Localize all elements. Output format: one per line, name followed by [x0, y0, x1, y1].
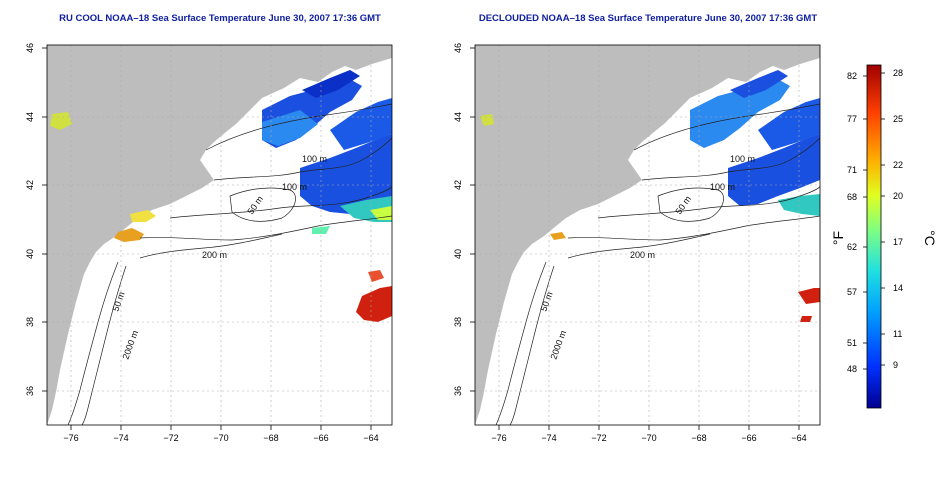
- latitude-axis: 36 38 40 42 44 46: [453, 43, 463, 396]
- lon-tick-label: −70: [641, 433, 656, 443]
- celsius-tick-label: 20: [893, 191, 903, 201]
- sst-patches: [480, 70, 820, 322]
- lat-tick-label: 44: [453, 112, 463, 122]
- contour-label: 100 m: [710, 182, 735, 192]
- panel-title: DECLOUDED NOAA–18 Sea Surface Temperatur…: [479, 13, 817, 24]
- lon-tick-label: −76: [491, 433, 506, 443]
- longitude-axis: −76 −74 −72 −70 −68 −66 −64: [63, 433, 378, 443]
- lat-tick-label: 38: [453, 317, 463, 327]
- sst-patches: [50, 70, 392, 322]
- contour-label: 200 m: [202, 250, 227, 260]
- fahrenheit-tick-label: 68: [847, 192, 857, 202]
- map-frame: [474, 44, 821, 426]
- panel-title: RU COOL NOAA–18 Sea Surface Temperature …: [59, 13, 381, 24]
- fahrenheit-unit-label: °F: [830, 231, 846, 245]
- lat-tick-label: 38: [25, 317, 35, 327]
- lon-tick-label: −72: [591, 433, 606, 443]
- latitude-axis: 36 38 40 42 44 46: [25, 43, 35, 396]
- map-grid: [475, 45, 820, 425]
- lon-tick-label: −68: [691, 433, 706, 443]
- celsius-tick-label: 28: [893, 68, 903, 78]
- celsius-tick-label: 14: [893, 283, 903, 293]
- fahrenheit-tick-label: 77: [847, 114, 857, 124]
- celsius-tick-label: 25: [893, 114, 903, 124]
- lat-tick-label: 36: [453, 386, 463, 396]
- lat-tick-label: 36: [25, 386, 35, 396]
- lat-tick-label: 44: [25, 112, 35, 122]
- lon-tick-label: −70: [213, 433, 228, 443]
- lon-tick-label: −74: [541, 433, 556, 443]
- map-frame: [46, 44, 393, 426]
- fahrenheit-tick-label: 62: [847, 242, 857, 252]
- contour-label: 100 m: [302, 154, 327, 164]
- lon-tick-label: −72: [163, 433, 178, 443]
- lon-tick-label: −66: [313, 433, 328, 443]
- fahrenheit-tick-label: 57: [847, 287, 857, 297]
- longitude-axis: −76 −74 −72 −70 −68 −66 −64: [491, 433, 806, 443]
- lon-tick-label: −76: [63, 433, 78, 443]
- fahrenheit-tick-label: 71: [847, 165, 857, 175]
- celsius-tick-label: 22: [893, 160, 903, 170]
- contour-label: 100 m: [282, 182, 307, 192]
- fahrenheit-tick-label: 48: [847, 364, 857, 374]
- fahrenheit-tick-label: 82: [847, 71, 857, 81]
- map-panel-raw: RU COOL NOAA–18 Sea Surface Temperature …: [25, 13, 393, 443]
- lat-tick-label: 46: [453, 43, 463, 53]
- map-panel-declouded: DECLOUDED NOAA–18 Sea Surface Temperatur…: [453, 13, 821, 443]
- fahrenheit-ticks: 82 77 71 68 62 57 51 48: [847, 71, 857, 374]
- temperature-colorbar: 82 77 71 68 62 57 51 48 28 25 22 20 17 1…: [830, 64, 938, 409]
- colorbar-gradient: [866, 64, 882, 409]
- lon-tick-label: −66: [741, 433, 756, 443]
- lat-tick-label: 40: [453, 249, 463, 259]
- celsius-ticks: 28 25 22 20 17 14 11 9: [893, 68, 903, 370]
- lon-tick-label: −68: [263, 433, 278, 443]
- lon-tick-label: −64: [791, 433, 806, 443]
- map-area: 100 m 100 m 50 m 200 m 50 m 2000 m: [47, 45, 392, 425]
- lat-tick-label: 40: [25, 249, 35, 259]
- celsius-tick-label: 9: [893, 360, 898, 370]
- map-area: 100 m 100 m 50 m 200 m 50 m 2000 m: [475, 45, 820, 425]
- celsius-unit-label: °C: [922, 230, 938, 246]
- lat-tick-label: 42: [25, 180, 35, 190]
- celsius-tick-label: 17: [893, 237, 903, 247]
- map-grid: [47, 45, 392, 425]
- lat-tick-label: 46: [25, 43, 35, 53]
- contour-label: 200 m: [630, 250, 655, 260]
- lon-tick-label: −64: [363, 433, 378, 443]
- lon-tick-label: −74: [113, 433, 128, 443]
- depth-contours: [67, 103, 392, 425]
- fahrenheit-tick-label: 51: [847, 338, 857, 348]
- contour-label: 100 m: [730, 154, 755, 164]
- celsius-tick-label: 11: [893, 329, 902, 339]
- lat-tick-label: 42: [453, 180, 463, 190]
- depth-contours: [495, 103, 820, 425]
